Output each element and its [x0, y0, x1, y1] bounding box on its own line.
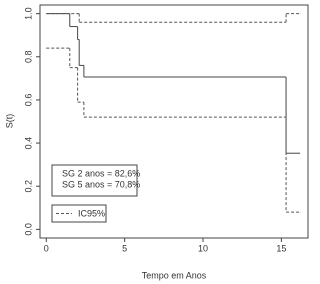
y-tick-label: 0.0 [23, 223, 33, 236]
plot-frame [39, 4, 309, 239]
y-axis-title: S(t) [4, 114, 14, 129]
annotation-box [51, 164, 138, 197]
annotation: SG 5 anos = 70,8% [62, 179, 140, 189]
y-tick-label: 1.0 [23, 7, 33, 20]
annotation: SG 2 anos = 82,6% [62, 168, 140, 178]
x-tick-label: 15 [276, 243, 286, 253]
y-tick-label: 0.4 [23, 137, 33, 150]
y-tick-label: 0.2 [23, 180, 33, 193]
legend-box [51, 204, 107, 223]
x-tick-label: 5 [122, 243, 127, 253]
x-tick-label: 0 [44, 243, 49, 253]
y-tick-label: 0.8 [23, 51, 33, 64]
y-tick-label: 0.6 [23, 94, 33, 107]
x-tick-label: 10 [198, 243, 208, 253]
x-axis-title: Tempo em Anos [142, 270, 207, 280]
legend-label: IC95% [78, 208, 105, 218]
